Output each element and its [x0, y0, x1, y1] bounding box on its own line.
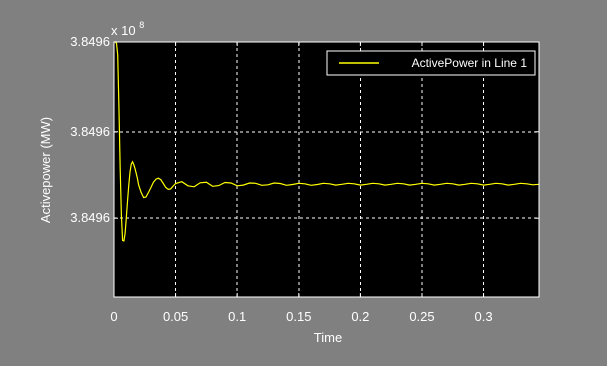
x-axis-label: Time	[314, 330, 342, 345]
plot-border	[113, 41, 540, 298]
x-tick-label: 0.1	[228, 309, 246, 324]
series-line	[114, 41, 540, 242]
series-layer	[114, 41, 540, 242]
x-tick-label: 0.15	[286, 309, 311, 324]
legend: ActivePower in Line 1	[326, 50, 536, 76]
y-tick-label: 3.8496	[70, 210, 110, 225]
y-exponent-label: x 10 8	[111, 20, 144, 38]
x-tick-label: 0.2	[351, 309, 369, 324]
y-exponent-power: 8	[139, 20, 144, 30]
x-tick-label: 0	[110, 309, 117, 324]
plot-area	[114, 42, 539, 297]
tick-layer: 0 0.05 0.1 0.15 0.2 0.25 0.3 3.8496 3.8496 3.8496	[70, 34, 540, 324]
legend-label: ActivePower in Line 1	[412, 56, 528, 70]
x-tick-label: 0.25	[409, 309, 434, 324]
x-tick-label: 0.3	[475, 309, 493, 324]
x-tick-label: 0.05	[163, 309, 188, 324]
y-tick-label: 3.8496	[70, 124, 110, 139]
y-tick-label: 3.8496	[70, 34, 110, 49]
y-exponent-base: x 10	[111, 23, 136, 38]
y-axis-label: Activepower (MW)	[38, 117, 53, 223]
